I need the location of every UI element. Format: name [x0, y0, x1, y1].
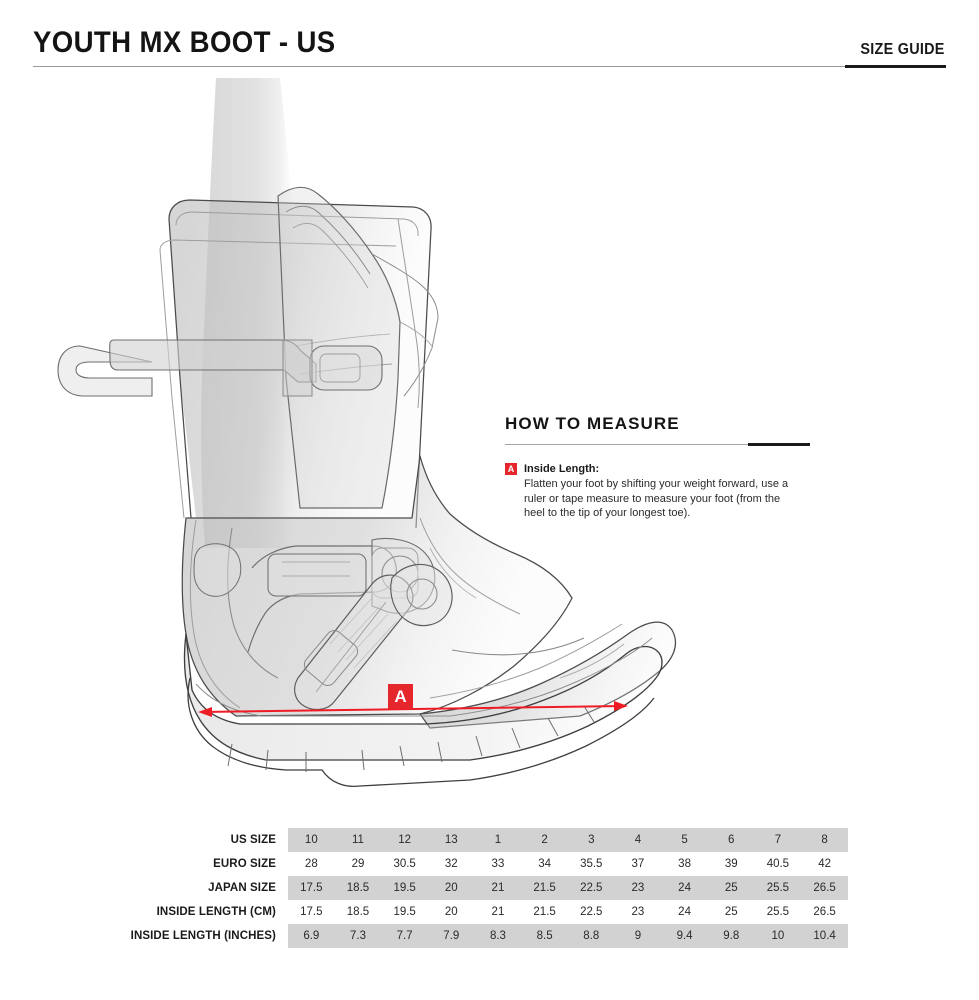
row-label: EURO SIZE — [130, 852, 288, 876]
table-cell: 11 — [334, 828, 382, 852]
table-cell: 4 — [614, 828, 662, 852]
table-cell: 8 — [801, 828, 848, 852]
measurement-marker-a-icon: A — [505, 463, 517, 475]
row-label: US SIZE — [130, 828, 288, 852]
table-cell: 7.9 — [427, 924, 475, 948]
table-row: US SIZE 10 11 12 13 1 2 3 4 5 6 7 8 — [130, 828, 848, 852]
table-cell: 21 — [474, 900, 522, 924]
table-cell: 8.8 — [567, 924, 615, 948]
table-cell: 3 — [567, 828, 615, 852]
table-cell: 39 — [707, 852, 755, 876]
table-cell: 9.8 — [707, 924, 755, 948]
how-to-measure-divider-accent — [748, 443, 810, 446]
table-cell: 8.5 — [521, 924, 568, 948]
table-cell: 18.5 — [334, 876, 382, 900]
table-cell: 28 — [288, 852, 335, 876]
inside-length-label: Inside Length: — [524, 463, 600, 475]
table-cell: 18.5 — [334, 900, 382, 924]
table-cell: 35.5 — [567, 852, 615, 876]
table-cell: 24 — [661, 900, 708, 924]
boot-illustration — [0, 78, 680, 808]
table-cell: 25.5 — [754, 876, 802, 900]
header-divider — [33, 66, 946, 67]
table-cell: 17.5 — [288, 876, 335, 900]
table-cell: 25 — [707, 876, 755, 900]
table-cell: 8.3 — [474, 924, 522, 948]
how-to-measure-divider-line — [505, 444, 810, 445]
inside-length-arrow — [198, 701, 628, 717]
table-cell: 26.5 — [801, 876, 848, 900]
table-cell: 20 — [427, 900, 475, 924]
table-cell: 2 — [521, 828, 568, 852]
row-label: INSIDE LENGTH (CM) — [130, 900, 288, 924]
table-cell: 22.5 — [567, 900, 615, 924]
how-to-measure-divider — [505, 443, 810, 446]
page-title: YOUTH MX BOOT - US — [33, 26, 336, 59]
table-cell: 37 — [614, 852, 662, 876]
table-cell: 21.5 — [521, 876, 568, 900]
table-cell: 24 — [661, 876, 708, 900]
header-divider-accent — [845, 65, 946, 68]
table-cell: 32 — [427, 852, 475, 876]
table-cell: 10 — [288, 828, 335, 852]
table-cell: 26.5 — [801, 900, 848, 924]
table-cell: 20 — [427, 876, 475, 900]
how-to-measure-item: A Inside Length: Flatten your foot by sh… — [505, 462, 815, 521]
table-row: INSIDE LENGTH (INCHES) 6.9 7.3 7.7 7.9 8.3 8.5… — [130, 924, 848, 948]
table-cell: 17.5 — [288, 900, 335, 924]
table-cell: 7.7 — [381, 924, 428, 948]
table-cell: 13 — [427, 828, 475, 852]
size-chart-table: US SIZE 10 11 12 13 1 2 3 4 5 6 7 8 EURO SIZE 28 29 30.5… — [130, 828, 848, 948]
table-cell: 38 — [661, 852, 708, 876]
table-cell: 21 — [474, 876, 522, 900]
table-cell: 21.5 — [521, 900, 568, 924]
table-cell: 12 — [381, 828, 428, 852]
table-cell: 19.5 — [381, 876, 428, 900]
how-to-measure-section: HOW TO MEASURE A Inside Length: Flatten … — [505, 414, 815, 521]
table-cell: 23 — [614, 900, 662, 924]
table-cell: 23 — [614, 876, 662, 900]
table-cell: 29 — [334, 852, 382, 876]
table-cell: 10.4 — [801, 924, 848, 948]
table-cell: 5 — [661, 828, 708, 852]
how-to-measure-text: Inside Length: Flatten your foot by shif… — [524, 462, 815, 521]
row-label: INSIDE LENGTH (INCHES) — [130, 924, 288, 948]
size-chart-body: US SIZE 10 11 12 13 1 2 3 4 5 6 7 8 EURO SIZE 28 29 30.5… — [130, 828, 848, 948]
table-cell: 7.3 — [334, 924, 382, 948]
table-row: JAPAN SIZE 17.5 18.5 19.5 20 21 21.5 22.5 23 24 25… — [130, 876, 848, 900]
table-cell: 9 — [614, 924, 662, 948]
table-cell: 7 — [754, 828, 802, 852]
table-row: EURO SIZE 28 29 30.5 32 33 34 35.5 37 38 39 40.5 42 — [130, 852, 848, 876]
table-cell: 34 — [521, 852, 568, 876]
measurement-marker-a: A — [388, 684, 413, 709]
boot-diagram-svg — [57, 78, 677, 788]
inside-length-description: Flatten your foot by shifting your weigh… — [524, 478, 789, 519]
table-cell: 25 — [707, 900, 755, 924]
table-cell: 22.5 — [567, 876, 615, 900]
table-cell: 42 — [801, 852, 848, 876]
table-cell: 19.5 — [381, 900, 428, 924]
boot-sole — [183, 633, 663, 788]
table-cell: 33 — [474, 852, 522, 876]
table-cell: 9.4 — [661, 924, 708, 948]
page-header: YOUTH MX BOOT - US SIZE GUIDE — [0, 0, 979, 72]
table-cell: 6 — [707, 828, 755, 852]
table-cell: 40.5 — [754, 852, 802, 876]
table-cell: 1 — [474, 828, 522, 852]
table-cell: 25.5 — [754, 900, 802, 924]
size-guide-badge: SIZE GUIDE — [860, 41, 945, 58]
table-cell: 10 — [754, 924, 802, 948]
table-cell: 6.9 — [288, 924, 335, 948]
row-label: JAPAN SIZE — [130, 876, 288, 900]
boot-buckle-lower — [294, 563, 453, 711]
table-row: INSIDE LENGTH (CM) 17.5 18.5 19.5 20 21 21.5 22… — [130, 900, 848, 924]
how-to-measure-title: HOW TO MEASURE — [505, 414, 680, 433]
table-cell: 30.5 — [381, 852, 428, 876]
boot-buckle-upper — [57, 339, 383, 397]
